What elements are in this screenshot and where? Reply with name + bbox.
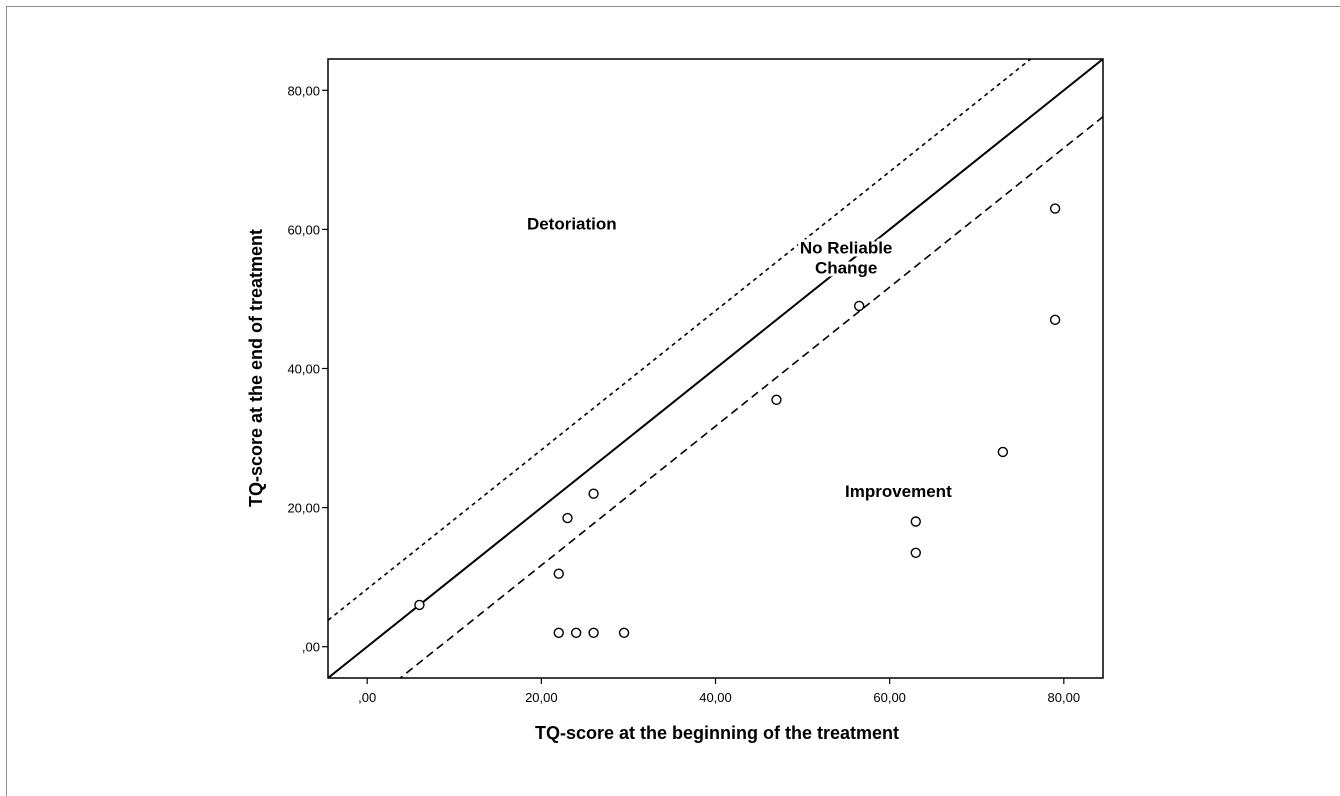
reference-line-dashed [398, 115, 1103, 678]
data-point [570, 627, 582, 638]
data-point [1049, 314, 1061, 326]
x-axis-title: TQ-score at the beginning of the treatme… [535, 723, 899, 743]
y-tick-label: ,00 [302, 640, 320, 655]
y-axis-title: TQ-score at the end of treatment [246, 229, 266, 507]
data-point [853, 300, 865, 312]
region-label: No Reliable Change [800, 239, 893, 278]
x-tick-label: 60,00 [873, 690, 906, 705]
data-point [997, 446, 1009, 458]
data-point [910, 516, 921, 527]
figure-frame [6, 6, 1340, 796]
x-tick-label: 80,00 [1048, 690, 1081, 705]
x-tick-label: 40,00 [699, 690, 732, 705]
reference-line-solid [328, 59, 1103, 678]
y-tick-label: 40,00 [287, 362, 320, 377]
data-points [414, 203, 1061, 638]
data-point [553, 627, 564, 638]
x-tick-label: ,00 [358, 690, 376, 705]
y-tick-label: 80,00 [287, 83, 320, 98]
data-point [553, 568, 564, 579]
data-point [771, 394, 782, 405]
data-point [910, 547, 921, 559]
data-point [414, 599, 425, 611]
reference-lines [328, 59, 1103, 678]
x-axis-ticks: ,00 20,00 40,00 60,00 80,00 [358, 678, 1080, 705]
data-point [588, 488, 599, 499]
data-point [562, 512, 573, 524]
x-tick-label: 20,00 [525, 690, 558, 705]
y-axis-ticks: ,00 20,00 40,00 60,00 80,00 [287, 83, 328, 655]
data-point [588, 627, 599, 638]
region-label: Detoriation [527, 214, 617, 233]
y-tick-label: 20,00 [287, 501, 320, 516]
y-tick-label: 60,00 [287, 222, 320, 237]
data-point [1049, 203, 1061, 214]
data-point [618, 627, 630, 638]
region-annotations: Detoriation No Reliable Change Improvement [524, 211, 955, 504]
region-label: Improvement [845, 482, 952, 501]
